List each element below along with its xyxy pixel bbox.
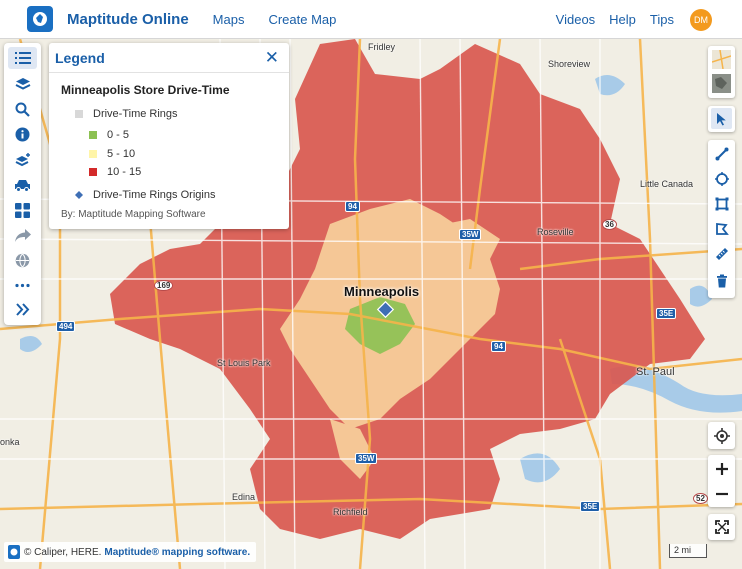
label-fridley: Fridley [368,42,396,52]
attribution-text: © Caliper, HERE. [24,546,102,558]
measure-ruler-icon[interactable] [711,243,732,264]
layer-swatch-icon [75,110,83,118]
left-toolbar [4,43,41,325]
car-drive-time-icon[interactable] [8,174,37,196]
app-title[interactable]: Maptitude Online [67,10,189,28]
legend-map-title: Minneapolis Store Drive-Time [61,83,230,97]
user-avatar[interactable]: DM [690,8,712,31]
label-richfield: Richfield [333,507,368,517]
legend-layer-label: Drive-Time Rings [93,108,178,120]
fullscreen-icon[interactable] [711,516,732,537]
label-little-canada: Little Canada [640,179,694,189]
more-options-icon[interactable] [8,274,37,296]
legend-panel: Legend ✕ Minneapolis Store Drive-Time Dr… [49,43,289,229]
locate-panel [708,422,735,449]
nav-create-map[interactable]: Create Map [268,11,337,27]
shield-35e-north: 35E [656,308,677,319]
legend-origins-label: Drive-Time Rings Origins [93,189,216,201]
delete-trash-icon[interactable] [711,270,732,291]
draw-circle-icon[interactable] [711,168,732,189]
label-edina: Edina [232,492,256,502]
map-svg [0,39,742,569]
shield-52: 52 [693,493,708,504]
locate-me-icon[interactable] [711,425,732,446]
bin-swatch-icon [89,168,97,176]
bin-swatch-icon [89,150,97,158]
legend-bin-label: 10 - 15 [107,166,142,178]
fullscreen-panel [708,514,735,540]
label-minneapolis: Minneapolis [344,284,420,299]
layers-icon[interactable] [8,73,37,95]
legend-bin-row: 10 - 15 [89,166,141,178]
map-canvas[interactable]: Fridley Shoreview Little Canada Rosevill… [0,39,742,569]
legend-credit: By: Maptitude Mapping Software [61,209,206,220]
close-icon[interactable]: ✕ [264,48,279,67]
legend-bin-label: 0 - 5 [107,129,130,141]
legend-bin-row: 5 - 10 [89,148,135,160]
shield-169: 169 [154,280,174,291]
pointer-select-icon[interactable] [711,108,732,129]
draw-polygon-icon[interactable] [711,218,732,239]
add-layer-icon[interactable] [8,149,37,171]
label-roseville: Roseville [537,227,574,237]
nav-help[interactable]: Help [609,12,636,27]
globe-icon[interactable] [8,249,37,271]
shield-494: 494 [56,321,76,332]
shield-94-north: 94 [345,201,360,212]
label-st-paul: St. Paul [636,366,675,378]
expand-toolbar-icon[interactable] [8,298,37,320]
shield-36: 36 [602,219,617,230]
nav-videos[interactable]: Videos [555,12,596,27]
shield-35w-north: 35W [459,229,482,240]
legend-layer-row: Drive-Time Rings [75,108,178,120]
share-icon[interactable] [8,224,37,246]
shield-35e-south: 35E [580,501,601,512]
shield-35w-south: 35W [355,453,378,464]
basemap-panel [708,46,735,98]
drawing-tools-panel [708,140,735,298]
origin-diamond-icon [75,191,83,199]
label-onka: onka [0,437,20,447]
nav-maps[interactable]: Maps [212,11,245,27]
draw-line-icon[interactable] [711,143,732,164]
label-st-louis-park: St Louis Park [217,358,271,368]
bin-swatch-icon [89,131,97,139]
zoom-out-icon[interactable] [711,483,732,504]
legend-list-icon[interactable] [8,47,37,69]
map-attribution: © Caliper, HERE. Maptitude® mapping soft… [4,542,257,562]
basemap-aerial-icon[interactable] [711,73,732,94]
info-icon[interactable] [8,123,37,145]
label-shoreview: Shoreview [548,59,591,69]
legend-bin-row: 0 - 5 [89,129,129,141]
search-icon[interactable] [8,98,37,120]
maptitude-logo-icon[interactable] [27,6,53,32]
scale-bar: 2 mi [669,544,707,558]
basemap-streets-icon[interactable] [711,49,732,70]
draw-rectangle-icon[interactable] [711,193,732,214]
select-panel [708,106,735,132]
legend-title: Legend [55,50,105,66]
top-bar: Maptitude Online Maps Create Map Videos … [0,0,742,39]
attribution-link[interactable]: Maptitude® mapping software. [104,546,251,558]
dashboard-grid-icon[interactable] [8,199,37,221]
nav-tips[interactable]: Tips [649,12,674,27]
zoom-panel [708,455,735,507]
zoom-in-icon[interactable] [711,458,732,479]
legend-header: Legend ✕ [49,43,289,73]
legend-bin-label: 5 - 10 [107,148,136,160]
legend-origins-row: Drive-Time Rings Origins [75,189,215,201]
maptitude-small-logo-icon [8,545,20,559]
shield-94-east: 94 [491,341,506,352]
